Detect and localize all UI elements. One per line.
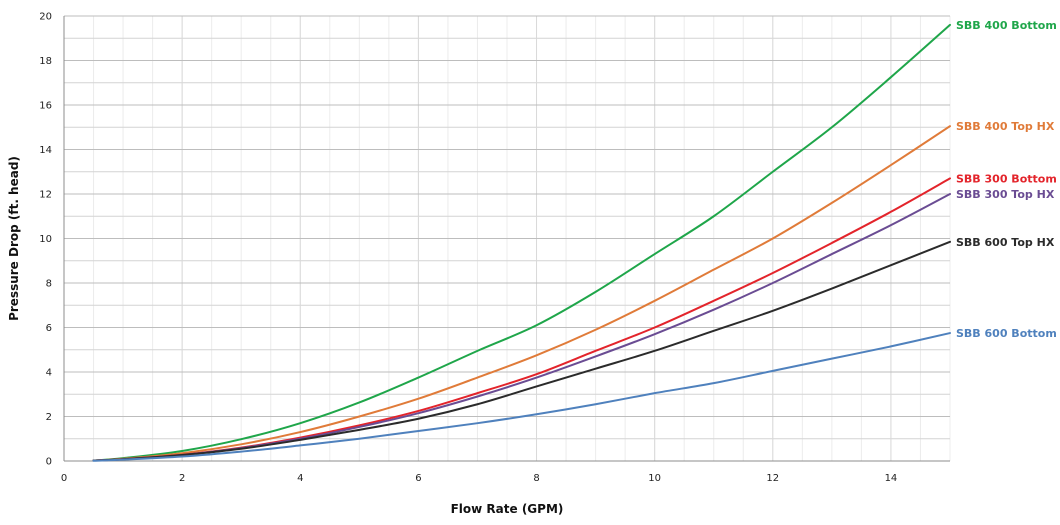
series-label-sbb-600-top-hx: SBB 600 Top HX <box>956 236 1055 249</box>
y-tick-label: 20 <box>39 12 52 23</box>
x-axis-title: Flow Rate (GPM) <box>451 502 564 516</box>
series-label-sbb-400-bottom-hx: SBB 400 Bottom HX <box>956 19 1060 32</box>
y-tick-labels: 0 2 4 6 8 10 12 14 16 18 20 <box>39 12 52 468</box>
y-tick-label: 6 <box>46 323 52 334</box>
series-line-sbb-600-top-hx <box>92 240 951 462</box>
series-labels: SBB 400 Bottom HX SBB 400 Top HX SBB 300 B… <box>956 19 1060 340</box>
x-tick-label: 6 <box>415 473 421 484</box>
y-tick-label: 12 <box>39 190 52 201</box>
series-label-sbb-400-top-hx: SBB 400 Top HX <box>956 120 1055 133</box>
series-line-sbb-400-bottom-hx <box>92 23 951 462</box>
x-tick-label: 2 <box>179 473 185 484</box>
x-tick-label: 8 <box>533 473 539 484</box>
y-tick-label: 18 <box>39 56 52 67</box>
y-tick-label: 16 <box>39 101 52 112</box>
y-tick-label: 0 <box>46 457 52 468</box>
series-line-sbb-600-bottom-hx <box>92 332 951 462</box>
series-label-sbb-300-bottom-hx: SBB 300 Bottom HX <box>956 172 1060 185</box>
y-axis-title: Pressure Drop (ft. head) <box>7 156 21 321</box>
y-tick-label: 4 <box>46 368 52 379</box>
x-tick-label: 12 <box>766 473 779 484</box>
x-tick-label: 14 <box>885 473 898 484</box>
y-tick-label: 2 <box>46 412 52 423</box>
y-tick-label: 14 <box>39 145 52 156</box>
y-tick-label: 8 <box>46 279 52 290</box>
series-lines <box>92 23 951 462</box>
series-label-sbb-300-top-hx: SBB 300 Top HX <box>956 188 1055 201</box>
x-tick-label: 10 <box>648 473 661 484</box>
series-label-sbb-600-bottom-hx: SBB 600 Bottom HX <box>956 327 1060 340</box>
x-tick-labels: 0 2 4 6 8 10 12 14 <box>61 473 897 484</box>
x-tick-label: 0 <box>61 473 67 484</box>
series-line-sbb-300-bottom-hx <box>92 177 951 462</box>
x-tick-label: 4 <box>297 473 303 484</box>
y-tick-label: 10 <box>39 234 52 245</box>
series-line-sbb-400-top-hx <box>92 125 951 462</box>
axes <box>63 16 950 462</box>
